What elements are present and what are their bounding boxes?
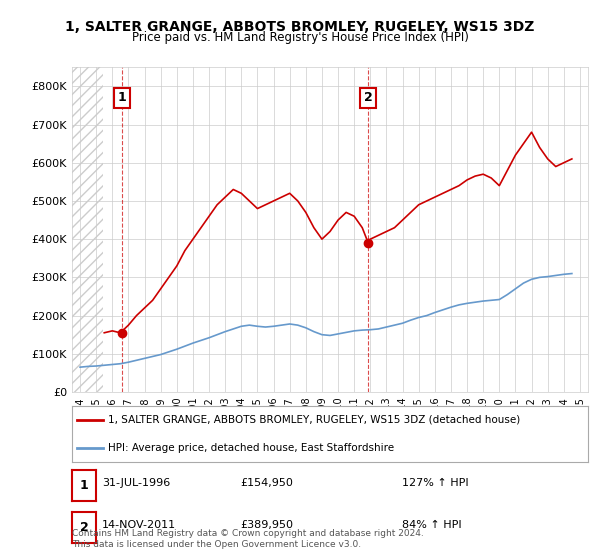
Text: 1, SALTER GRANGE, ABBOTS BROMLEY, RUGELEY, WS15 3DZ: 1, SALTER GRANGE, ABBOTS BROMLEY, RUGELE… xyxy=(65,20,535,34)
Text: 2: 2 xyxy=(80,521,88,534)
Text: 127% ↑ HPI: 127% ↑ HPI xyxy=(402,478,469,488)
Text: HPI: Average price, detached house, East Staffordshire: HPI: Average price, detached house, East… xyxy=(108,443,394,453)
Text: Contains HM Land Registry data © Crown copyright and database right 2024.
This d: Contains HM Land Registry data © Crown c… xyxy=(72,529,424,549)
Text: £154,950: £154,950 xyxy=(240,478,293,488)
Text: 1, SALTER GRANGE, ABBOTS BROMLEY, RUGELEY, WS15 3DZ (detached house): 1, SALTER GRANGE, ABBOTS BROMLEY, RUGELE… xyxy=(108,415,520,425)
Text: 1: 1 xyxy=(117,91,126,104)
Text: 31-JUL-1996: 31-JUL-1996 xyxy=(102,478,170,488)
Text: 2: 2 xyxy=(364,91,373,104)
Text: 84% ↑ HPI: 84% ↑ HPI xyxy=(402,520,461,530)
Text: £389,950: £389,950 xyxy=(240,520,293,530)
Text: Price paid vs. HM Land Registry's House Price Index (HPI): Price paid vs. HM Land Registry's House … xyxy=(131,31,469,44)
Text: 14-NOV-2011: 14-NOV-2011 xyxy=(102,520,176,530)
Text: 1: 1 xyxy=(80,479,88,492)
